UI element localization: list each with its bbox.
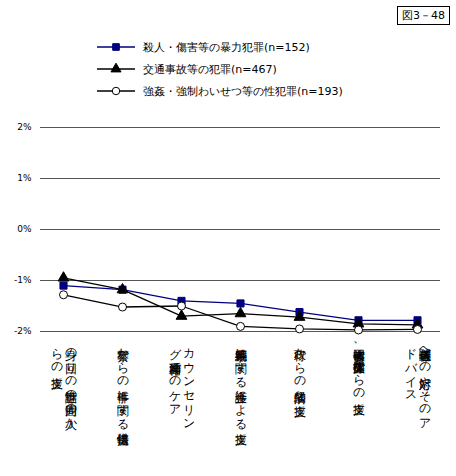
html-text:報道関係者への対応やそのアドバイス: 報道関係者への対応やそのアドバイス [404, 340, 432, 424]
svg-text:0%: 0% [17, 224, 32, 234]
svg-text:1%: 1% [17, 173, 32, 183]
html-text:警察からの事件に関する情報提供: 警察からの事件に関する情報提供 [115, 340, 130, 424]
svg-text:2%: 2% [17, 122, 32, 132]
html-text:カウンセリング等精神面でのケア: カウンセリング等精神面でのケア [168, 340, 196, 424]
html-text:殺人・傷害等の暴力犯罪(n=152): 殺人・傷害等の暴力犯罪(n=152) [143, 40, 310, 54]
html-text:被害者団体、支援団体等からの支援: 被害者団体、支援団体等からの支援 [351, 340, 366, 394]
html-text:裁判手続等に関する弁護士による支援: 裁判手続等に関する弁護士による支援 [233, 340, 248, 424]
html-text:図3－48: 図3－48 [402, 9, 445, 22]
html-text:身の回りの世話等の周囲の人からの支援: 身の回りの世話等の周囲の人からの支援 [50, 340, 78, 424]
html-text:交通事故等の犯罪(n=467): 交通事故等の犯罪(n=467) [143, 62, 277, 76]
svg-text:-2%: -2% [14, 326, 32, 336]
svg-text:-1%: -1% [14, 275, 32, 285]
html-text:強姦・強制わいせつ等の性犯罪(n=193): 強姦・強制わいせつ等の性犯罪(n=193) [143, 84, 343, 98]
html-text:行政からの経済的な支援: 行政からの経済的な支援 [292, 340, 307, 396]
